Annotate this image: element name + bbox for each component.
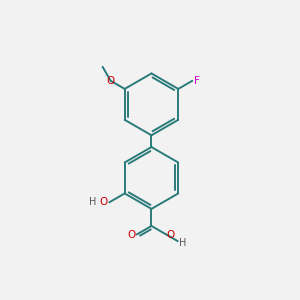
Text: F: F [194, 76, 200, 86]
Text: O: O [100, 197, 108, 207]
Text: O: O [167, 230, 175, 239]
Text: H: H [178, 238, 186, 248]
Text: O: O [127, 230, 135, 239]
Text: O: O [106, 76, 115, 86]
Text: H: H [89, 197, 96, 207]
